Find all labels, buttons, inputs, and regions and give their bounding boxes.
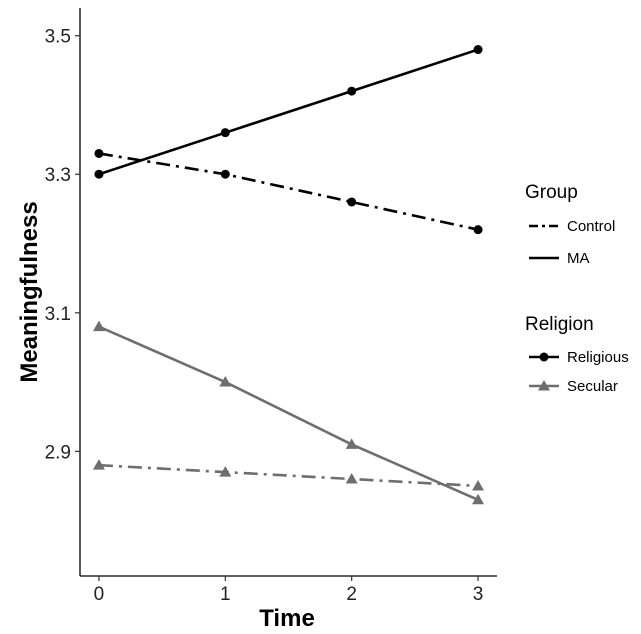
series-control-religious <box>94 148 483 235</box>
legend-entry-ma-label: MA <box>567 250 590 267</box>
legend-entry-control: Control <box>529 218 615 235</box>
legend-entry-religious-marker <box>539 352 549 362</box>
legend-group-title: Group <box>525 182 578 203</box>
x-tick-label: 2 <box>346 584 357 605</box>
y-tick-label: 3.1 <box>45 304 71 325</box>
x-tick-label: 1 <box>220 584 231 605</box>
legend-group: Group Control MA <box>525 182 615 267</box>
legend-entry-religious-label: Religious <box>567 349 629 366</box>
data-point-control-religious <box>94 148 104 158</box>
series-line-ma-religious <box>98 48 479 176</box>
data-point-control-religious <box>473 225 483 235</box>
data-point-ma-religious <box>473 45 483 55</box>
data-point-ma-religious <box>347 86 357 96</box>
data-point-control-secular <box>219 466 232 477</box>
y-tick-label: 3.3 <box>45 165 71 186</box>
x-tick-label: 0 <box>94 584 105 605</box>
series-ma-religious <box>94 45 483 179</box>
series-control-secular <box>92 459 485 491</box>
data-point-ma-secular <box>219 376 232 387</box>
y-ticks: 2.9 3.1 3.3 3.5 <box>45 27 80 463</box>
legend-religion: Religion Religious Secular <box>525 314 629 395</box>
x-tick-label: 3 <box>473 584 484 605</box>
data-point-ma-secular <box>92 320 105 332</box>
series-line-control-religious <box>98 152 479 231</box>
data-point-control-religious <box>347 197 357 207</box>
data-point-control-secular <box>345 473 358 484</box>
data-point-ma-secular <box>345 438 358 449</box>
series-line-ma-secular <box>98 325 479 501</box>
legend-entry-control-label: Control <box>567 218 615 235</box>
series-line-control-secular <box>98 463 479 488</box>
legend: Group Control MA Religion Religious Secular <box>525 182 629 395</box>
legend-entry-religious: Religious <box>529 349 629 366</box>
data-point-ma-secular <box>472 493 485 505</box>
y-axis-title: Meaningfulness <box>16 201 43 382</box>
legend-entry-secular: Secular <box>529 378 618 395</box>
y-tick-label: 3.5 <box>45 27 71 48</box>
series-ma-secular <box>92 320 485 505</box>
x-ticks: 0 1 2 3 <box>94 576 484 605</box>
legend-entry-secular-marker <box>538 380 550 391</box>
data-point-ma-religious <box>220 128 230 138</box>
data-point-control-religious <box>220 169 230 179</box>
legend-entry-secular-label: Secular <box>567 378 618 395</box>
series-layer <box>92 45 485 505</box>
legend-religion-title: Religion <box>525 314 594 335</box>
data-point-control-secular <box>472 479 485 491</box>
y-tick-label: 2.9 <box>45 442 71 463</box>
x-axis-title: Time <box>259 605 315 632</box>
legend-entry-ma: MA <box>529 250 590 267</box>
data-point-ma-religious <box>94 169 104 179</box>
axes: 2.9 3.1 3.3 3.5 0 1 2 3 <box>45 8 497 605</box>
data-point-control-secular <box>92 459 105 470</box>
